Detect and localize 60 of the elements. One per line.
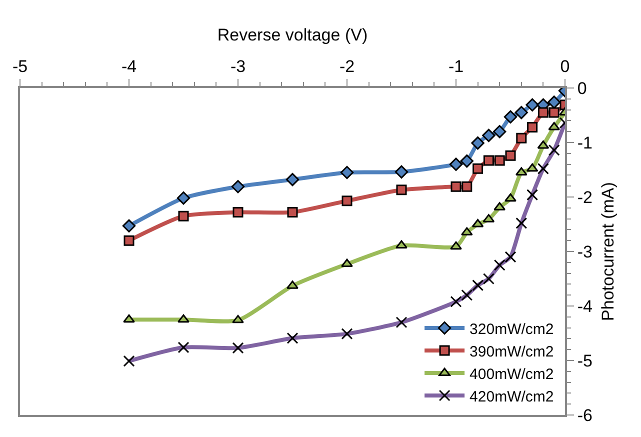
point [527, 122, 538, 132]
point [232, 207, 244, 218]
point [526, 98, 539, 112]
point [471, 136, 484, 150]
x-tick-label: -4 [121, 57, 137, 76]
point [483, 155, 494, 166]
point [460, 154, 474, 168]
point [123, 314, 135, 323]
point [124, 235, 134, 246]
x-axis-title: Reverse voltage (V) [217, 25, 368, 44]
y-tick-label: 0 [577, 78, 587, 98]
y-tick-label: -5 [577, 351, 593, 370]
point [341, 258, 353, 268]
point [482, 128, 496, 142]
point [538, 107, 548, 118]
y-tick-label: -1 [577, 133, 593, 152]
point [232, 314, 244, 324]
legend-label: 390mW/cm2 [470, 343, 554, 360]
point [548, 107, 560, 118]
y-tick-label: -4 [577, 296, 593, 316]
y-axis-title: Photocurrent (mA) [598, 182, 618, 321]
point [493, 125, 506, 138]
point [505, 150, 516, 161]
point [122, 219, 136, 232]
point [286, 280, 298, 289]
point [394, 165, 408, 179]
point [176, 191, 190, 205]
x-tick-label: -2 [339, 57, 355, 76]
x-tick-label: -5 [12, 57, 28, 76]
point [342, 196, 352, 206]
x-tick-label: -3 [230, 57, 246, 76]
point [396, 184, 407, 196]
point [504, 193, 516, 202]
x-tick-label: 0 [560, 57, 570, 76]
point [449, 158, 463, 171]
point [286, 172, 300, 186]
point [504, 110, 518, 124]
point [472, 163, 484, 174]
point [396, 240, 408, 249]
point [450, 181, 462, 192]
y-tick-label: -3 [577, 242, 593, 262]
point [516, 132, 527, 144]
legend-label: 420mW/cm2 [470, 388, 554, 406]
point [231, 180, 245, 194]
point [178, 210, 189, 222]
point [548, 96, 561, 109]
point [526, 163, 538, 172]
point [178, 314, 190, 323]
point [287, 207, 298, 218]
point [340, 166, 354, 180]
point [548, 122, 560, 130]
point [514, 106, 528, 120]
legend-label: 320mW/cm2 [470, 320, 554, 338]
legend-label: 400mW/cm2 [470, 366, 554, 383]
point [462, 181, 472, 192]
y-tick-label: -2 [577, 188, 593, 207]
point [494, 155, 505, 166]
x-tick-label: -1 [448, 57, 464, 76]
y-tick-label: -6 [577, 406, 593, 425]
point [450, 241, 462, 250]
